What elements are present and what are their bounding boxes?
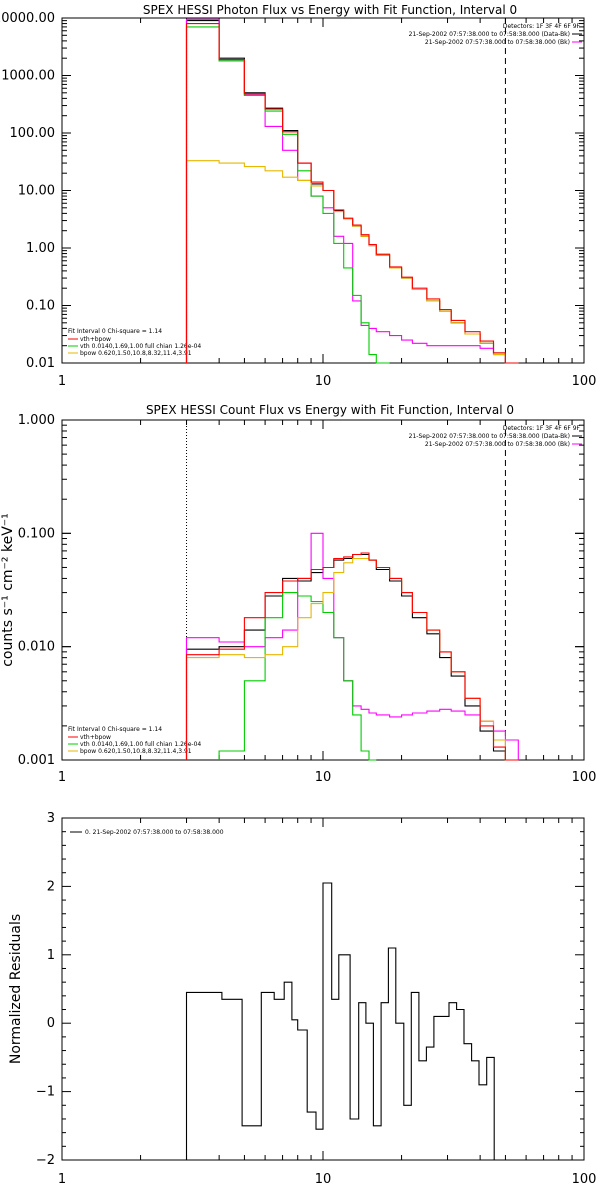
y-tick-label: 3 xyxy=(47,811,55,826)
y-tick-label: −2 xyxy=(36,1153,55,1168)
y-tick-label: 0 xyxy=(47,1016,55,1031)
x-tick-label: 100 xyxy=(572,1172,597,1187)
residual-legend-label: 0. 21-Sep-2002 07:57:38.000 to 07:58:38.… xyxy=(85,829,224,836)
photon-flux-title: SPEX HESSI Photon Flux vs Energy with Fi… xyxy=(143,3,517,17)
count-flux-title: SPEX HESSI Count Flux vs Energy with Fit… xyxy=(146,403,514,417)
x-tick-label: 100 xyxy=(572,374,597,389)
bpow-legend-label: bpow 0.620,1.50,10.8,8.32,11.4,3.91 xyxy=(80,350,192,357)
y-tick-label: 2 xyxy=(47,879,55,894)
photon-flux-x-ticks: 1 10 100 xyxy=(58,374,597,389)
y-tick-label: 100.00 xyxy=(10,126,56,141)
background-interval-label: 21-Sep-2002 07:57:38.000 to 07:58:38.000… xyxy=(425,441,570,448)
series-total-fit-line xyxy=(185,23,519,364)
x-tick-label: 10 xyxy=(315,374,332,389)
count-flux-y-axis-label: counts s⁻¹ cm⁻² keV⁻¹ xyxy=(0,513,16,667)
count-flux-legend: Detectors: 1F 3F 4F 6F 9F 21-Sep-2002 07… xyxy=(68,425,582,755)
y-tick-label: 1.00 xyxy=(26,241,55,256)
series-total-fit-line xyxy=(185,552,519,761)
residuals-marks xyxy=(61,817,585,1161)
y-tick-label: 0.100 xyxy=(18,526,55,541)
data-interval-label: 21-Sep-2002 07:57:38.000 to 07:58:38.000… xyxy=(409,31,570,38)
x-tick-label: 100 xyxy=(572,770,597,785)
x-tick-label: 10 xyxy=(315,1172,332,1187)
series-background-line xyxy=(185,532,519,760)
y-tick-label: 10000.00 xyxy=(0,11,55,26)
y-tick-label: −1 xyxy=(36,1085,55,1100)
series-data-line xyxy=(185,882,495,1160)
series-vth-line xyxy=(185,26,390,364)
residuals-x-ticks: 1 10 100 xyxy=(58,1172,597,1187)
y-tick-label: 1000.00 xyxy=(1,69,55,84)
y-tick-label: 1 xyxy=(47,948,55,963)
photon-flux-marks xyxy=(61,17,585,364)
photon-flux-panel: SPEX HESSI Photon Flux vs Energy with Fi… xyxy=(0,3,596,389)
vth-legend-label: vth 0.0140,1.69,1.00 full chian 1.26e-04 xyxy=(80,343,201,350)
photon-flux-legend: Detectors: 1F 3F 4F 6F 9F 21-Sep-2002 07… xyxy=(68,23,582,357)
vth-legend-label: vth 0.0140,1.69,1.00 full chian 1.26e-04 xyxy=(80,741,201,748)
count-flux-panel: SPEX HESSI Count Flux vs Energy with Fit… xyxy=(0,403,596,785)
total-fit-legend-label: vth+bpow xyxy=(80,336,111,343)
series-background-line xyxy=(185,18,519,364)
bpow-legend-label: bpow 0.620,1.50,10.8,8.32,11.4,3.91 xyxy=(80,748,192,755)
residuals-y-axis-label: Normalized Residuals xyxy=(8,914,24,1064)
detectors-label: Detectors: 1F 3F 4F 6F 9F xyxy=(503,23,581,30)
data-interval-label: 21-Sep-2002 07:57:38.000 to 07:58:38.000… xyxy=(409,433,570,440)
fit-info-label: Fit Interval 0 Chi-square = 1.14 xyxy=(68,328,162,335)
residuals-panel: Normalized Residuals 1 10 100 −2 −1 0 1 … xyxy=(8,811,596,1187)
y-tick-label: 0.10 xyxy=(26,299,55,314)
series-bpow-line xyxy=(185,557,519,761)
y-tick-label: 0.010 xyxy=(18,640,55,655)
x-tick-label: 1 xyxy=(58,1172,66,1187)
x-tick-label: 10 xyxy=(315,770,332,785)
x-tick-label: 1 xyxy=(58,770,66,785)
residuals-y-ticks: −2 −1 0 1 2 3 xyxy=(36,811,55,1168)
fit-info-label: Fit Interval 0 Chi-square = 1.14 xyxy=(68,726,162,733)
y-tick-label: 0.01 xyxy=(26,356,55,371)
count-flux-marks xyxy=(61,419,585,761)
count-flux-y-ticks: 0.001 0.010 0.100 1.000 xyxy=(18,413,55,768)
series-data-line xyxy=(185,553,519,761)
y-tick-label: 0.001 xyxy=(18,753,55,768)
y-tick-label: 1.000 xyxy=(18,413,55,428)
total-fit-legend-label: vth+bpow xyxy=(80,734,111,741)
detectors-label: Detectors: 1F 3F 4F 6F 9F xyxy=(503,425,581,432)
y-tick-label: 10.00 xyxy=(18,184,55,199)
count-flux-x-ticks: 1 10 100 xyxy=(58,770,597,785)
background-interval-label: 21-Sep-2002 07:57:38.000 to 07:58:38.000… xyxy=(425,39,570,46)
photon-flux-y-ticks: 0.01 0.10 1.00 10.00 100.00 1000.00 1000… xyxy=(0,11,55,371)
series-data-line xyxy=(185,20,519,364)
x-tick-label: 1 xyxy=(58,374,66,389)
residuals-legend: 0. 21-Sep-2002 07:57:38.000 to 07:58:38.… xyxy=(70,829,224,836)
